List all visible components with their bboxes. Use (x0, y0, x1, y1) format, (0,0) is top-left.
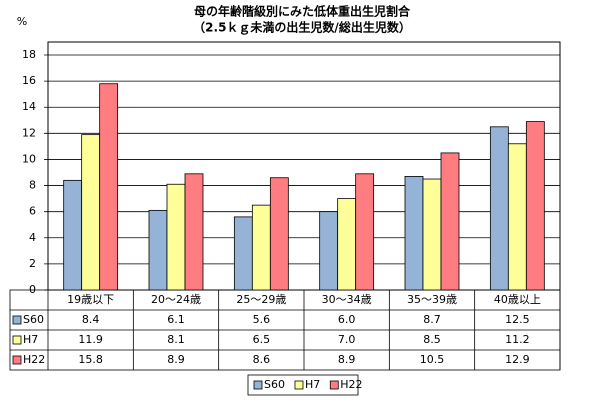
table-value: 8.5 (423, 333, 441, 346)
table-legend-swatch (12, 355, 22, 365)
y-tick-label: 2 (29, 257, 36, 270)
bar (404, 176, 424, 291)
bar (507, 143, 527, 291)
y-axis-label: % (17, 15, 27, 28)
table-legend-swatch (12, 315, 22, 325)
legend-swatch (253, 380, 263, 390)
bar (63, 179, 83, 291)
bar (251, 204, 271, 291)
bar (99, 83, 119, 291)
legend-swatch (294, 380, 304, 390)
table-value: 8.9 (167, 353, 185, 366)
x-tick-label: 20～24歳 (151, 293, 201, 306)
y-tick-label: 4 (29, 231, 36, 244)
bar (148, 209, 168, 291)
table-series-name: H7 (23, 333, 38, 346)
y-tick-label: 16 (22, 74, 36, 87)
x-tick-label: 30～34歳 (322, 293, 372, 306)
legend-frame (247, 374, 359, 396)
table-value: 8.7 (423, 313, 441, 326)
bar (525, 121, 545, 291)
legend-swatch (329, 380, 339, 390)
table-value: 12.9 (505, 353, 530, 366)
x-tick-label: 35～39歳 (407, 293, 457, 306)
table-value: 8.4 (82, 313, 100, 326)
table-value: 8.1 (167, 333, 185, 346)
table-value: 8.9 (338, 353, 356, 366)
table-value: 6.5 (253, 333, 271, 346)
legend-label: H7 (305, 378, 320, 391)
bar (184, 173, 204, 291)
y-tick-label: 12 (22, 126, 36, 139)
table-value: 11.2 (505, 333, 530, 346)
table-series-name: S60 (23, 313, 44, 326)
table-value: 5.6 (253, 313, 271, 326)
chart-subtitle: （2.5ｋｇ未満の出生児数/総出生児数） (193, 20, 411, 36)
chart-title: 母の年齢階級別にみた低体重出生児割合 (194, 4, 411, 19)
x-tick-label: 19歳以下 (67, 293, 114, 306)
table-value: 12.5 (505, 313, 530, 326)
legend-label: S60 (264, 378, 285, 391)
bar (233, 216, 253, 291)
bar (81, 134, 101, 291)
table-value: 11.9 (78, 333, 103, 346)
bar (166, 183, 186, 291)
y-tick-label: 6 (29, 205, 36, 218)
bar (440, 152, 460, 291)
y-tick-label: 10 (22, 152, 36, 165)
table-value: 15.8 (78, 353, 103, 366)
plot-frame (47, 41, 561, 291)
bar (355, 173, 375, 291)
table-series-name: H22 (23, 353, 45, 366)
table-value: 6.1 (167, 313, 185, 326)
y-tick-label: 14 (22, 100, 36, 113)
bar (489, 126, 509, 291)
y-tick-label: 18 (22, 48, 36, 61)
x-tick-label: 25～29歳 (236, 293, 286, 306)
bar (269, 177, 289, 291)
table-value: 8.6 (253, 353, 271, 366)
x-tick-label: 40歳以上 (494, 293, 541, 306)
table-legend-swatch (12, 335, 22, 345)
y-tick-label: 0 (29, 283, 36, 296)
table-value: 6.0 (338, 313, 356, 326)
bar (319, 211, 339, 291)
legend-label: H22 (340, 378, 362, 391)
bar (422, 178, 442, 291)
y-tick-label: 8 (29, 179, 36, 192)
table-value: 10.5 (420, 353, 445, 366)
table-value: 7.0 (338, 333, 356, 346)
bar (337, 198, 357, 291)
